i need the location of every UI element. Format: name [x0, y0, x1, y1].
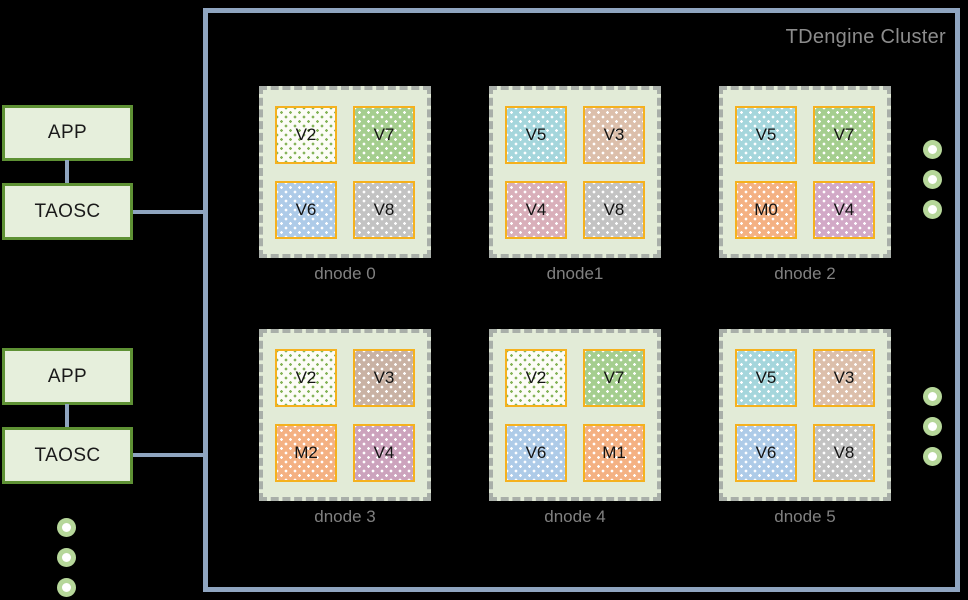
connector-taosc2-cluster [133, 453, 205, 457]
dnode-label: dnode1 [546, 264, 604, 283]
vnode-label: V6 [295, 199, 317, 219]
dnode-3[interactable]: V2 V3 M2 V4 dnode 3 [259, 329, 431, 534]
ellipsis-dot [57, 548, 76, 567]
dnode-box: V5 V3 V4 V8 [489, 86, 661, 258]
vnode-label: V7 [373, 124, 395, 144]
vnode-2[interactable]: V4 [505, 180, 567, 239]
ellipsis-dot [923, 447, 942, 466]
vnode-1[interactable]: V3 [353, 348, 415, 407]
vnode-label: M1 [602, 442, 626, 462]
vnode-label: V3 [603, 124, 625, 144]
vnode-label: V6 [755, 442, 777, 462]
vnode-1[interactable]: V3 [813, 348, 875, 407]
taosc-box-1[interactable]: TAOSC [2, 183, 133, 240]
dnode-box: V2 V3 M2 V4 [259, 329, 431, 501]
vnode-0[interactable]: V5 [735, 348, 797, 407]
ellipsis-dot [923, 387, 942, 406]
vnode-1[interactable]: V7 [583, 348, 645, 407]
dnode-label: dnode 0 [314, 264, 376, 283]
vnode-label: V4 [833, 199, 855, 219]
dnode-5[interactable]: V5 V3 V6 V8 dnode 5 [719, 329, 891, 534]
ellipsis-dot [923, 140, 942, 159]
dnode-1[interactable]: V5 V3 V4 V8 dnode1 [489, 86, 661, 291]
vnode-label: V3 [833, 367, 855, 387]
vnode-label: M0 [754, 199, 778, 219]
vnode-2[interactable]: V6 [505, 423, 567, 482]
ellipsis-dot [57, 518, 76, 537]
cluster-row2-ellipsis-dots [923, 387, 942, 466]
vnode-2[interactable]: V6 [275, 180, 337, 239]
vnode-0[interactable]: V2 [275, 348, 337, 407]
cluster-row1-ellipsis-dots [923, 140, 942, 219]
vnode-3[interactable]: V4 [813, 180, 875, 239]
vnode-label: V5 [755, 124, 777, 144]
taosc-label: TAOSC [34, 444, 101, 466]
ellipsis-dot [923, 200, 942, 219]
dnode-box: V5 V3 V6 V8 [719, 329, 891, 501]
connector-taosc1-cluster [133, 210, 205, 214]
vnode-label: V8 [603, 199, 625, 219]
dnode-0[interactable]: V2 V7 V6 V8 dnode 0 [259, 86, 431, 291]
vnode-1[interactable]: V7 [813, 105, 875, 164]
ellipsis-dot [923, 170, 942, 189]
vnode-2[interactable]: V6 [735, 423, 797, 482]
dnode-label: dnode 4 [544, 507, 606, 526]
taosc-label: TAOSC [34, 200, 101, 222]
taosc-box-2[interactable]: TAOSC [2, 427, 133, 484]
vnode-label: V7 [603, 367, 625, 387]
cluster-title: TDengine Cluster [785, 26, 946, 48]
vnode-label: V5 [525, 124, 547, 144]
vnode-0[interactable]: V5 [735, 105, 797, 164]
dnode-label: dnode 5 [774, 507, 836, 526]
dnode-box: V2 V7 V6 M1 [489, 329, 661, 501]
app-box-1[interactable]: APP [2, 105, 133, 161]
ellipsis-dot [923, 417, 942, 436]
vnode-label: M2 [294, 442, 318, 462]
vnode-label: V3 [373, 367, 395, 387]
dnode-label: dnode 3 [314, 507, 376, 526]
vnode-label: V2 [295, 367, 317, 387]
vnode-2[interactable]: M0 [735, 180, 797, 239]
vnode-3[interactable]: V8 [813, 423, 875, 482]
vnode-3[interactable]: V8 [583, 180, 645, 239]
vnode-2[interactable]: M2 [275, 423, 337, 482]
app-box-2[interactable]: APP [2, 348, 133, 405]
dnode-4[interactable]: V2 V7 V6 M1 dnode 4 [489, 329, 661, 534]
client-ellipsis-dots [57, 518, 76, 597]
vnode-label: V8 [833, 442, 855, 462]
cluster-frame [203, 8, 960, 592]
vnode-3[interactable]: M1 [583, 423, 645, 482]
vnode-label: V7 [833, 124, 855, 144]
vnode-0[interactable]: V2 [505, 348, 567, 407]
ellipsis-dot [57, 578, 76, 597]
dnode-box: V2 V7 V6 V8 [259, 86, 431, 258]
vnode-label: V6 [525, 442, 547, 462]
vnode-label: V2 [525, 367, 547, 387]
connector-app2-taosc2 [65, 404, 69, 428]
dnode-label: dnode 2 [774, 264, 836, 283]
vnode-3[interactable]: V8 [353, 180, 415, 239]
vnode-0[interactable]: V5 [505, 105, 567, 164]
dnode-2[interactable]: V5 V7 M0 V4 dnode 2 [719, 86, 891, 291]
vnode-label: V5 [755, 367, 777, 387]
vnode-0[interactable]: V2 [275, 105, 337, 164]
app-label: APP [47, 365, 88, 387]
vnode-label: V4 [525, 199, 547, 219]
vnode-3[interactable]: V4 [353, 423, 415, 482]
connector-app1-taosc1 [65, 160, 69, 184]
vnode-1[interactable]: V7 [353, 105, 415, 164]
app-label: APP [47, 122, 88, 143]
dnode-box: V5 V7 M0 V4 [719, 86, 891, 258]
vnode-label: V8 [373, 199, 395, 219]
vnode-label: V4 [373, 442, 395, 462]
vnode-1[interactable]: V3 [583, 105, 645, 164]
vnode-label: V2 [295, 124, 317, 144]
